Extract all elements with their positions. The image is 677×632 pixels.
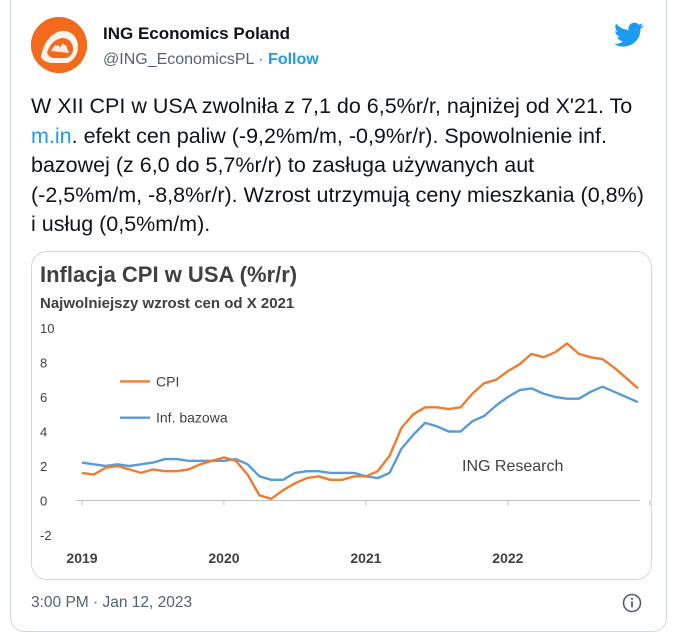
tweet-text-part-1: W XII CPI w USA zwolniła z 7,1 do 6,5%r/… xyxy=(31,94,633,118)
twitter-bird-icon[interactable] xyxy=(614,22,644,48)
legend-label: Inf. bazowa xyxy=(156,410,228,426)
tweet-card: ING Economics Poland @ING_EconomicsPL · … xyxy=(10,0,667,632)
cpi-chart: Inflacja CPI w USA (%r/r) Najwolniejszy … xyxy=(40,262,651,566)
chart-image[interactable]: Inflacja CPI w USA (%r/r) Najwolniejszy … xyxy=(31,251,652,580)
avatar[interactable] xyxy=(31,17,87,73)
tweet-timestamp[interactable]: 3:00 PM · Jan 12, 2023 xyxy=(31,594,193,611)
author-name[interactable]: ING Economics Poland xyxy=(103,24,291,43)
y-tick-label: 8 xyxy=(40,356,47,371)
x-tick-label: 2019 xyxy=(66,550,97,566)
tweet-link[interactable]: m.in xyxy=(31,123,72,148)
y-tick-label: -2 xyxy=(40,528,52,543)
chart-subtitle: Najwolniejszy wzrost cen od X 2021 xyxy=(40,295,294,312)
y-tick-label: 2 xyxy=(40,459,47,474)
tweet-text: W XII CPI w USA zwolniła z 7,1 do 6,5%r/… xyxy=(31,92,651,240)
legend-label: CPI xyxy=(156,373,179,389)
ing-lion-logo xyxy=(31,17,87,73)
y-tick-label: 10 xyxy=(40,321,54,336)
y-tick-label: 4 xyxy=(40,425,47,440)
x-tick-label: 2020 xyxy=(208,550,239,566)
series-line-core xyxy=(81,385,639,482)
tweet-text-part-2: . efekt cen paliw (-9,2%m/m, -0,9%r/r). … xyxy=(31,123,644,237)
info-icon[interactable] xyxy=(622,593,642,613)
y-tick-label: 6 xyxy=(40,390,47,405)
follow-button[interactable]: Follow xyxy=(268,51,319,68)
chart-title: Inflacja CPI w USA (%r/r) xyxy=(40,262,297,287)
y-tick-label: 0 xyxy=(40,494,47,509)
series-line-cpi xyxy=(81,342,639,501)
author-handle-row: @ING_EconomicsPL · Follow xyxy=(103,51,319,69)
author-handle[interactable]: @ING_EconomicsPL xyxy=(103,51,254,68)
x-tick-label: 2022 xyxy=(492,550,523,566)
separator-dot: · xyxy=(258,51,264,68)
x-tick-label: 2021 xyxy=(350,550,381,566)
chart-annotation: ING Research xyxy=(462,458,563,475)
